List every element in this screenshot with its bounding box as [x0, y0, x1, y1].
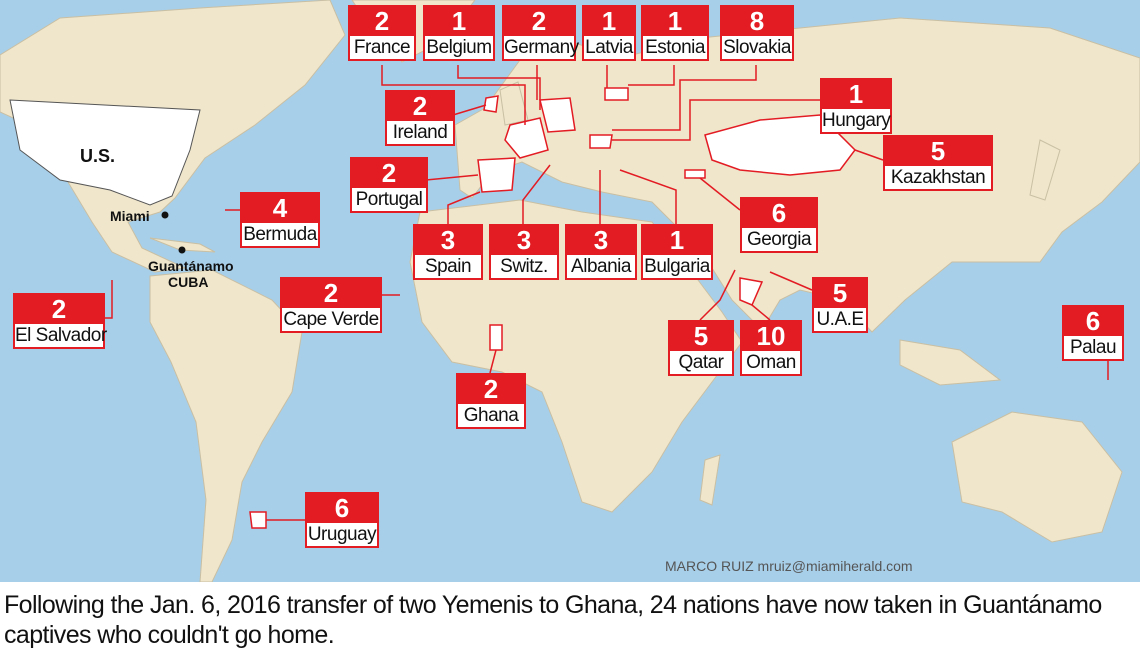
country-label-qatar: 5 Qatar	[668, 320, 734, 376]
kazakhstan-shape	[704, 114, 856, 176]
country-label-switz: 3 Switz.	[489, 224, 559, 280]
country-name: U.A.E	[816, 309, 864, 330]
country-label-u-a-e: 5 U.A.E	[812, 277, 868, 333]
ghana-shape	[489, 324, 503, 351]
uruguay-shape	[249, 511, 267, 529]
indonesia	[899, 339, 1002, 386]
country-label-ireland: 2 Ireland	[385, 90, 455, 146]
country-label-georgia: 6 Georgia	[740, 197, 818, 253]
country-label-cape-verde: 2 Cape Verde	[280, 277, 382, 333]
country-name: Qatar	[678, 352, 724, 373]
captive-count: 2	[350, 7, 414, 36]
captive-count: 3	[415, 226, 481, 255]
australia	[951, 411, 1123, 543]
miami-dot	[161, 211, 169, 219]
captive-count: 8	[722, 7, 792, 36]
cuba-label: CUBA	[168, 274, 209, 290]
country-name: Slovakia	[723, 37, 791, 58]
germany-shape	[539, 97, 576, 133]
country-label-bulgaria: 1 Bulgaria	[641, 224, 713, 280]
country-name: Albania	[571, 256, 631, 277]
country-name: Oman	[746, 352, 796, 373]
country-label-albania: 3 Albania	[565, 224, 637, 280]
captive-count: 3	[491, 226, 557, 255]
captive-count: 1	[643, 7, 707, 36]
captive-count: 3	[567, 226, 635, 255]
country-label-france: 2 France	[348, 5, 416, 61]
country-name: Hungary	[822, 110, 891, 131]
captive-count: 6	[307, 494, 377, 523]
captive-count: 2	[282, 279, 380, 308]
world-map: U.S. Miami Guantánamo CUBA 2 France 1 Belgi…	[0, 0, 1140, 582]
country-name: Estonia	[645, 37, 705, 58]
country-name: Ghana	[463, 405, 519, 426]
captive-count: 2	[15, 295, 103, 324]
country-label-hungary: 1 Hungary	[820, 78, 892, 134]
caption: Following the Jan. 6, 2016 transfer of t…	[4, 591, 1102, 649]
captive-count: 1	[822, 80, 890, 109]
country-label-uruguay: 6 Uruguay	[305, 492, 379, 548]
country-label-portugal: 2 Portugal	[350, 157, 428, 213]
captive-count: 2	[387, 92, 453, 121]
country-label-latvia: 1 Latvia	[582, 5, 636, 61]
country-name: Germany	[504, 37, 579, 58]
captive-count: 5	[885, 137, 991, 166]
country-name: Bulgaria	[644, 256, 710, 277]
country-label-estonia: 1 Estonia	[641, 5, 709, 61]
guantanamo-dot	[178, 246, 186, 254]
captive-count: 6	[742, 199, 816, 228]
guantanamo-label: Guantánamo	[148, 258, 234, 274]
country-name: Portugal	[355, 189, 423, 210]
country-name: El Salvador	[15, 325, 107, 346]
country-name: Belgium	[426, 37, 492, 58]
captive-count: 2	[458, 375, 524, 404]
iberia-shape	[477, 157, 516, 193]
country-label-germany: 2 Germany	[502, 5, 579, 61]
captive-count: 2	[352, 159, 426, 188]
captive-count: 1	[425, 7, 493, 36]
country-name: France	[353, 37, 411, 58]
miami-label: Miami	[110, 208, 150, 224]
caribbean	[149, 237, 216, 253]
map-graphic	[0, 0, 1140, 582]
ireland-shape	[483, 95, 499, 113]
captive-count: 2	[504, 7, 574, 36]
captive-count: 4	[242, 194, 318, 223]
captive-count: 6	[1064, 307, 1122, 336]
country-name: Cape Verde	[283, 309, 379, 330]
captive-count: 1	[643, 226, 711, 255]
country-name: Uruguay	[307, 524, 377, 545]
france-shape	[504, 117, 549, 159]
us-label: U.S.	[80, 146, 116, 166]
country-label-palau: 6 Palau	[1062, 305, 1124, 361]
country-label-slovakia: 8 Slovakia	[720, 5, 794, 61]
country-name: Ireland	[392, 122, 448, 143]
captive-count: 10	[742, 322, 800, 351]
country-name: Palau	[1069, 337, 1117, 358]
country-label-spain: 3 Spain	[413, 224, 483, 280]
hungary-shape	[589, 134, 613, 149]
country-label-el-salvador: 2 El Salvador	[13, 293, 107, 349]
georgia-shape	[684, 169, 706, 179]
country-name: Bermuda	[243, 224, 317, 245]
country-name: Spain	[424, 256, 472, 277]
captive-count: 1	[584, 7, 634, 36]
country-name: Georgia	[746, 229, 812, 250]
country-label-kazakhstan: 5 Kazakhstan	[883, 135, 993, 191]
japan	[1029, 139, 1061, 201]
country-name: Switz.	[500, 256, 548, 277]
captive-count: 5	[670, 322, 732, 351]
country-name: Kazakhstan	[890, 167, 986, 188]
credit: MARCO RUIZ mruiz@miamiherald.com	[665, 558, 913, 574]
captive-count: 5	[814, 279, 866, 308]
us-highlight	[9, 99, 201, 206]
country-label-bermuda: 4 Bermuda	[240, 192, 320, 248]
latvia-shape	[604, 87, 629, 101]
country-label-oman: 10 Oman	[740, 320, 802, 376]
country-name: Latvia	[585, 37, 633, 58]
country-label-ghana: 2 Ghana	[456, 373, 526, 429]
madagascar	[699, 454, 721, 506]
country-label-belgium: 1 Belgium	[423, 5, 495, 61]
